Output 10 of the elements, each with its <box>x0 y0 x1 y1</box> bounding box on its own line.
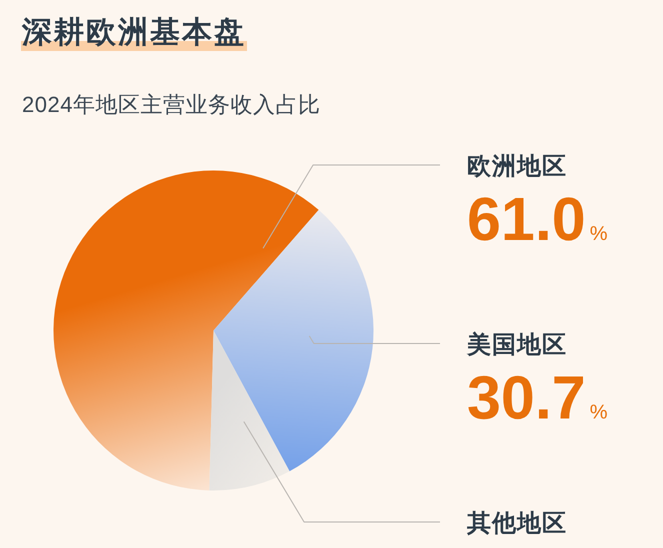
slice-label: 其他地区 <box>466 510 567 537</box>
pie-slice <box>54 170 319 490</box>
data-label: 30.7% <box>467 364 608 432</box>
pie-slice <box>214 210 374 472</box>
slice-label: 美国地区 <box>466 330 567 358</box>
pie-slice <box>209 330 290 490</box>
data-label: 61.0% <box>467 185 608 253</box>
chart-subtitle: 2024年地区主营业务收入占比 <box>22 92 320 117</box>
chart-title: 深耕欧洲基本盘 <box>21 16 246 49</box>
slice-label: 欧洲地区 <box>467 153 567 180</box>
